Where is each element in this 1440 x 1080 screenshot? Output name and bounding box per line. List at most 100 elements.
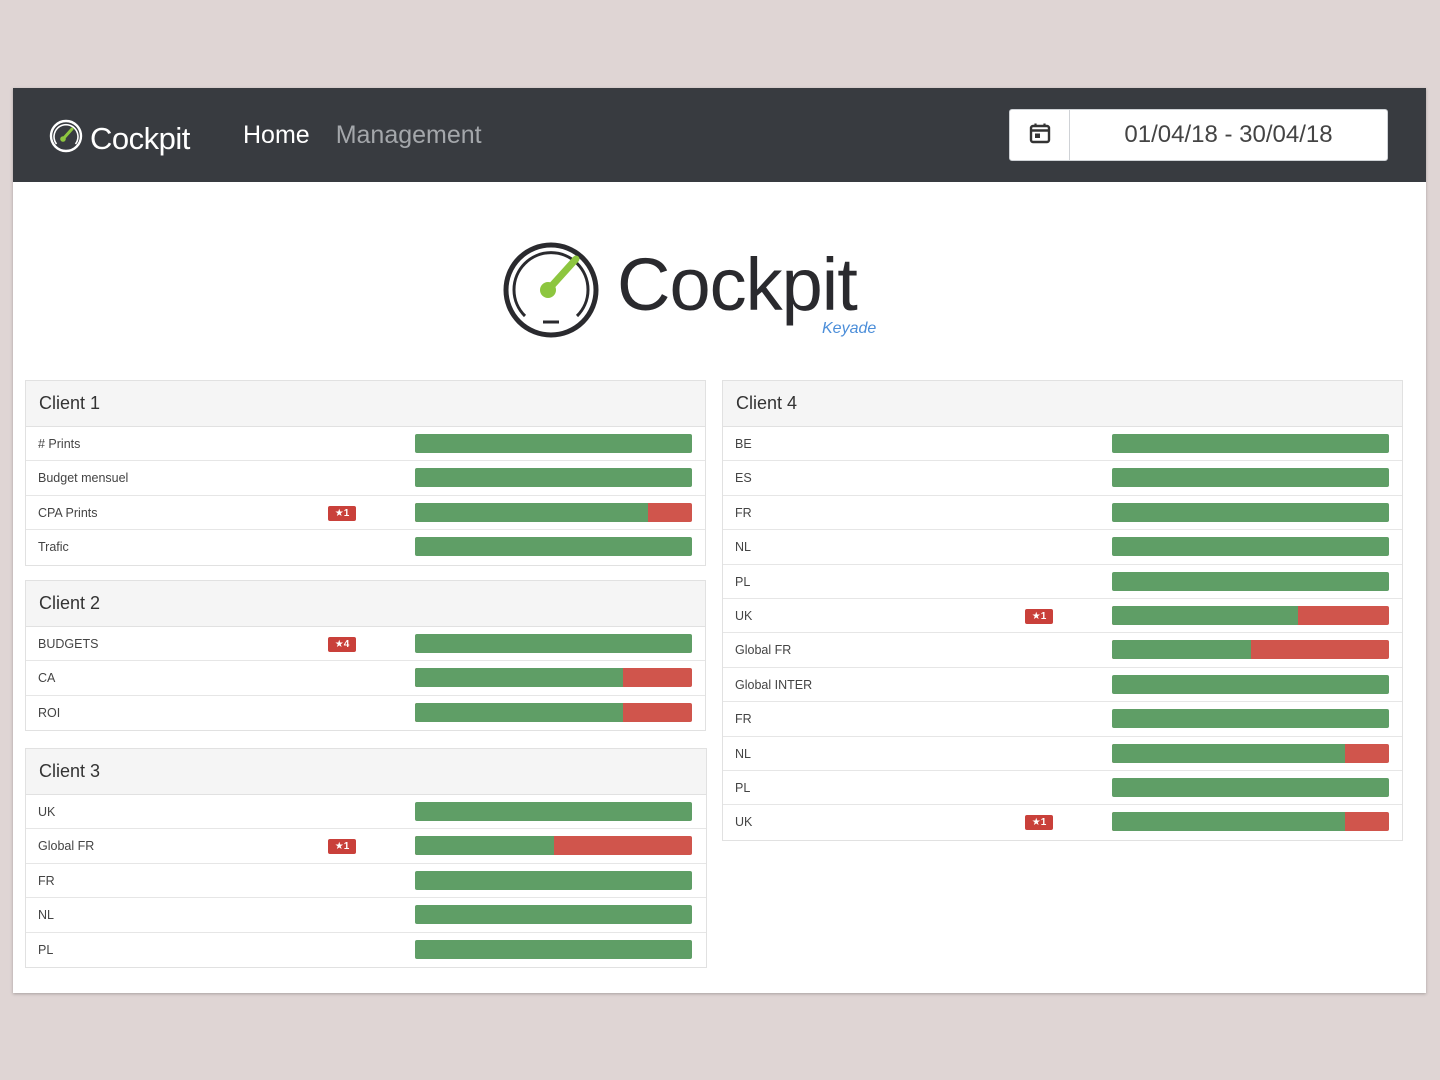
nav-home[interactable]: Home: [243, 121, 310, 149]
kpi-label: FR: [38, 873, 55, 888]
client-panel: Client 4 BE ES FR NL PL UK ★1 Global FR Global IN…: [722, 380, 1403, 841]
kpi-status-bar: [1112, 640, 1389, 660]
kpi-status-bar: [415, 502, 692, 522]
alert-badge[interactable]: ★1: [328, 505, 356, 521]
kpi-row[interactable]: PL: [26, 933, 706, 967]
kpi-status-fill: [1112, 468, 1389, 488]
kpi-row[interactable]: CPA Prints ★1: [26, 496, 705, 531]
kpi-label: BE: [735, 437, 752, 451]
kpi-status-fill: [415, 634, 692, 653]
kpi-status-bar: [1112, 777, 1389, 797]
kpi-status-fill: [415, 870, 692, 890]
kpi-status-fill: [415, 668, 623, 688]
kpi-status-fill: [1112, 605, 1298, 625]
kpi-row[interactable]: NL: [26, 898, 706, 933]
client-panel: Client 3 UK Global FR ★1 FR NL PL: [25, 748, 707, 968]
kpi-row[interactable]: UK ★1: [723, 805, 1402, 839]
kpi-status-fill: [415, 802, 692, 821]
panel-title: Client 2: [26, 581, 705, 627]
kpi-status-bar: [1112, 605, 1389, 625]
panel-title: Client 1: [26, 381, 705, 427]
gauge-logo-icon: [48, 118, 84, 159]
nav-management[interactable]: Management: [335, 121, 482, 149]
kpi-status-fill: [1112, 674, 1389, 694]
kpi-status-fill: [1112, 640, 1251, 660]
alert-badge[interactable]: ★1: [1025, 815, 1053, 831]
kpi-row[interactable]: FR: [26, 864, 706, 899]
kpi-row[interactable]: Budget mensuel: [26, 461, 705, 496]
kpi-row[interactable]: CA: [26, 661, 705, 696]
hero-subtitle: Keyade: [822, 320, 877, 337]
kpi-row[interactable]: PL: [723, 565, 1402, 599]
kpi-label: FR: [735, 712, 752, 727]
hero-logo: Cockpit Keyade: [501, 240, 901, 340]
kpi-label: PL: [735, 780, 751, 795]
kpi-status-bar: [415, 905, 692, 925]
date-range-value[interactable]: 01/04/18 - 30/04/18: [1124, 121, 1333, 148]
date-range-picker[interactable]: 01/04/18 - 30/04/18: [1009, 109, 1388, 161]
kpi-label: ROI: [38, 705, 61, 720]
kpi-row[interactable]: BE: [723, 427, 1402, 462]
client-panel: Client 1 # Prints Budget mensuel CPA Prints…: [25, 380, 706, 566]
kpi-row[interactable]: Global FR ★1: [26, 829, 706, 864]
kpi-label: NL: [735, 540, 751, 555]
kpi-row[interactable]: NL: [723, 737, 1402, 771]
kpi-row[interactable]: UK: [26, 795, 706, 830]
kpi-status-bar: [415, 870, 692, 890]
kpi-status-fill: [415, 905, 692, 925]
kpi-status-bar: [1112, 468, 1389, 488]
kpi-status-bar: [1112, 743, 1389, 763]
kpi-row[interactable]: BUDGETS ★4: [26, 627, 705, 662]
kpi-label: UK: [735, 608, 753, 623]
kpi-label: NL: [38, 908, 54, 923]
kpi-row[interactable]: ES: [723, 461, 1402, 496]
kpi-row[interactable]: NL: [723, 530, 1402, 565]
kpi-status-bar: [1112, 434, 1389, 453]
kpi-row[interactable]: ROI: [26, 696, 705, 730]
kpi-status-bar: [415, 668, 692, 688]
kpi-row[interactable]: # Prints: [26, 427, 705, 462]
kpi-status-fill: [1112, 743, 1345, 763]
kpi-status-bar: [415, 702, 692, 722]
main-nav: Home Management: [243, 121, 482, 150]
alert-badge[interactable]: ★4: [328, 637, 356, 652]
kpi-status-fill: [1112, 571, 1389, 591]
top-navbar: Cockpit Home Management 01/04/18 - 30/04…: [13, 88, 1426, 182]
date-picker-button[interactable]: [1010, 110, 1070, 160]
kpi-label: UK: [735, 815, 753, 830]
kpi-status-bar: [415, 634, 692, 653]
kpi-status-bar: [1112, 537, 1389, 557]
alert-badge[interactable]: ★1: [328, 839, 356, 855]
kpi-row[interactable]: Global INTER: [723, 668, 1402, 703]
kpi-status-bar: [1112, 812, 1389, 832]
app-window: Cockpit Home Management 01/04/18 - 30/04…: [13, 88, 1426, 993]
kpi-status-fill: [415, 537, 692, 557]
kpi-status-fill: [415, 939, 692, 959]
kpi-row[interactable]: Trafic: [26, 530, 705, 564]
kpi-label: Global FR: [735, 643, 792, 658]
kpi-label: Global INTER: [735, 677, 813, 692]
kpi-status-bar: [1112, 674, 1389, 694]
kpi-status-fill: [1112, 777, 1389, 797]
kpi-status-fill: [415, 434, 692, 453]
navbar-brand[interactable]: Cockpit: [48, 118, 190, 159]
kpi-status-fill: [1112, 502, 1389, 522]
alert-badge[interactable]: ★1: [1025, 608, 1053, 624]
kpi-label: # Prints: [38, 437, 81, 451]
kpi-status-bar: [415, 939, 692, 959]
kpi-label: BUDGETS: [38, 637, 99, 651]
kpi-row[interactable]: FR: [723, 702, 1402, 737]
kpi-row[interactable]: PL: [723, 771, 1402, 806]
kpi-status-bar: [415, 802, 692, 821]
kpi-row[interactable]: UK ★1: [723, 599, 1402, 634]
kpi-status-bar: [1112, 709, 1389, 729]
kpi-status-bar: [415, 468, 692, 488]
kpi-status-fill: [1112, 537, 1389, 557]
kpi-status-fill: [1112, 709, 1389, 729]
kpi-row[interactable]: FR: [723, 496, 1402, 531]
kpi-label: UK: [38, 805, 56, 819]
kpi-row[interactable]: Global FR: [723, 633, 1402, 668]
kpi-status-fill: [1112, 812, 1345, 832]
kpi-status-bar: [415, 537, 692, 557]
kpi-label: Trafic: [38, 540, 69, 555]
